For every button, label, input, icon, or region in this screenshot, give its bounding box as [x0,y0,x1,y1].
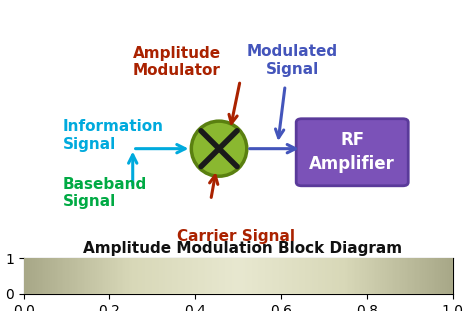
Text: Carrier Signal: Carrier Signal [177,229,295,244]
Text: Information
Signal: Information Signal [63,119,164,152]
Ellipse shape [191,121,247,176]
Text: Modulated
Signal: Modulated Signal [247,44,338,77]
Text: Amplitude
Modulator: Amplitude Modulator [133,46,221,78]
Text: Electronics Coach: Electronics Coach [328,262,416,272]
Text: RF
Amplifier: RF Amplifier [309,132,395,173]
Text: Amplitude Modulation Block Diagram: Amplitude Modulation Block Diagram [83,241,402,256]
FancyBboxPatch shape [296,119,408,186]
Text: Baseband
Signal: Baseband Signal [63,177,147,209]
